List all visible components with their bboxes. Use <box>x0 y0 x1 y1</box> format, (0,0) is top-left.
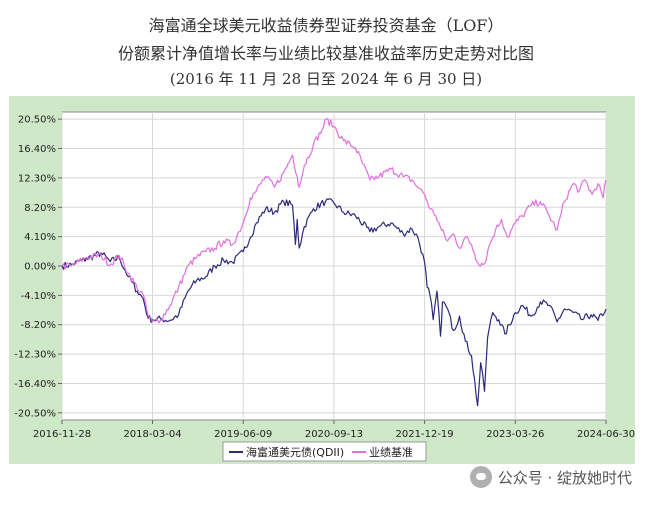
y-tick-label: 16.40% <box>18 144 56 155</box>
watermark: 公众号 · 绽放她时代 <box>469 466 632 488</box>
y-tick-label: 12.30% <box>18 173 56 184</box>
x-tick-label: 2023-03-26 <box>486 429 544 440</box>
y-axis-ticks: 20.50% 16.40% 12.30% 8.20% 4.10% 0.00% -4.10% -… <box>14 115 62 419</box>
chart-date-range: (2016 年 11 月 28 日至 2024 年 6 月 30 日) <box>169 70 483 88</box>
x-tick-label: 2021-12-19 <box>396 429 454 440</box>
y-tick-label: 20.50% <box>18 115 56 126</box>
y-tick-label: -8.20% <box>21 320 56 331</box>
legend-benchmark-label: 业绩基准 <box>369 446 413 459</box>
x-tick-label: 2024-06-30 <box>577 429 635 440</box>
y-tick-label: -4.10% <box>21 291 56 302</box>
y-tick-label: 8.20% <box>24 203 56 214</box>
wechat-icon <box>469 466 492 488</box>
series-lines <box>61 117 607 407</box>
x-tick-label: 2018-03-04 <box>123 429 181 440</box>
y-tick-label: -16.40% <box>14 379 56 390</box>
grid-lines <box>61 112 607 420</box>
chart-subtitle: 份额累计净值增长率与业绩比较基准收益率历史走势对比图 <box>117 44 534 63</box>
watermark-text: 公众号 · 绽放她时代 <box>497 468 632 487</box>
x-tick-label: 2019-06-09 <box>214 429 272 440</box>
legend: 海富通美元债(QDII) 业绩基准 <box>222 441 427 462</box>
x-tick-label: 2016-11-28 <box>33 429 91 440</box>
benchmark-series-line <box>61 117 607 324</box>
x-tick-label: 2020-09-13 <box>305 429 363 440</box>
fund-series-line <box>61 198 607 407</box>
y-tick-label: -12.30% <box>14 350 56 361</box>
legend-fund-label: 海富通美元债(QDII) <box>246 445 344 459</box>
y-tick-label: 4.10% <box>24 232 56 243</box>
y-tick-label: 0.00% <box>24 262 56 273</box>
y-tick-label: -20.50% <box>14 408 56 419</box>
chart-title: 海富通全球美元收益债券型证券投资基金（LOF） <box>148 16 504 35</box>
legend-box <box>222 441 427 462</box>
x-axis-ticks: 2016-11-28 2018-03-04 2019-06-09 2020-09-13… <box>33 420 635 440</box>
